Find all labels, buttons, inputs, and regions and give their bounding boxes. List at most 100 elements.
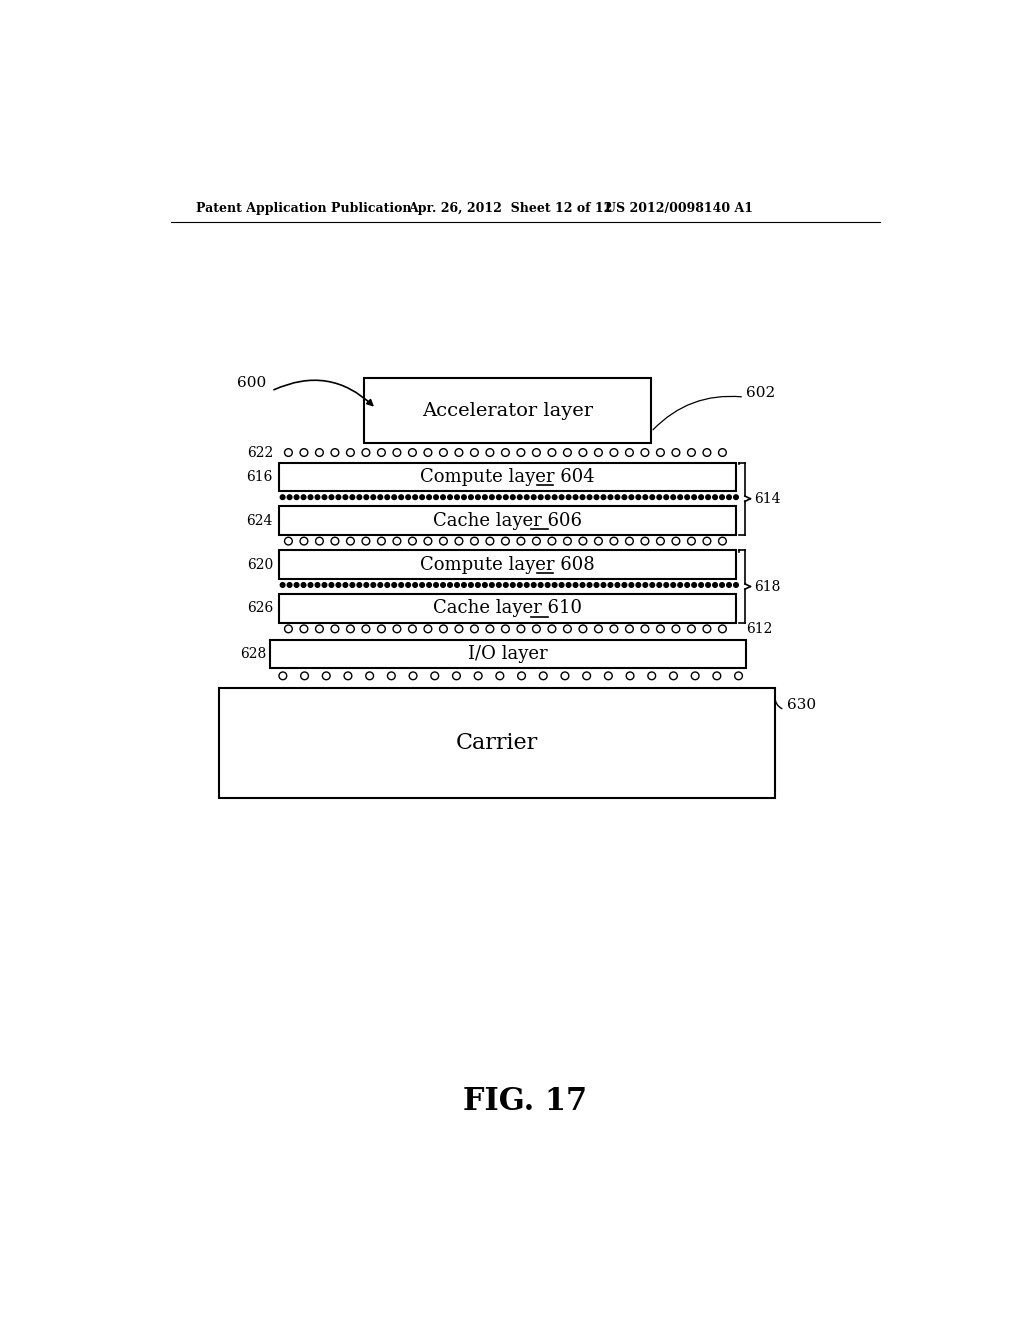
Circle shape [308, 495, 313, 499]
Bar [280, 462, 736, 491]
Circle shape [420, 582, 424, 587]
Circle shape [573, 495, 578, 499]
Circle shape [489, 582, 495, 587]
Circle shape [301, 582, 306, 587]
Circle shape [531, 495, 536, 499]
Circle shape [462, 582, 466, 587]
Circle shape [664, 582, 669, 587]
Circle shape [315, 495, 319, 499]
Circle shape [497, 582, 501, 587]
Circle shape [440, 582, 445, 587]
Text: 614: 614 [755, 492, 780, 506]
Circle shape [517, 495, 522, 499]
Text: Cache layer 610: Cache layer 610 [433, 599, 583, 618]
Circle shape [601, 495, 606, 499]
Text: 628: 628 [240, 647, 266, 661]
Text: 620: 620 [247, 557, 273, 572]
Circle shape [698, 582, 703, 587]
Text: 624: 624 [247, 513, 273, 528]
Circle shape [371, 582, 376, 587]
Circle shape [615, 582, 620, 587]
Circle shape [364, 582, 369, 587]
Circle shape [608, 582, 612, 587]
Circle shape [455, 582, 460, 587]
Circle shape [559, 495, 564, 499]
Circle shape [497, 495, 501, 499]
Circle shape [531, 582, 536, 587]
Circle shape [504, 582, 508, 587]
Circle shape [713, 582, 718, 587]
Circle shape [475, 495, 480, 499]
Circle shape [288, 495, 292, 499]
Circle shape [357, 582, 361, 587]
Circle shape [643, 495, 647, 499]
Circle shape [552, 582, 557, 587]
Circle shape [657, 582, 662, 587]
Text: US 2012/0098140 A1: US 2012/0098140 A1 [604, 202, 753, 215]
Circle shape [350, 582, 354, 587]
Circle shape [685, 495, 689, 499]
Text: Apr. 26, 2012  Sheet 12 of 12: Apr. 26, 2012 Sheet 12 of 12 [409, 202, 613, 215]
Circle shape [517, 582, 522, 587]
Circle shape [504, 495, 508, 499]
Text: 618: 618 [755, 579, 780, 594]
Circle shape [636, 582, 641, 587]
Circle shape [720, 582, 724, 587]
Circle shape [447, 582, 453, 587]
Circle shape [392, 582, 396, 587]
Circle shape [671, 495, 676, 499]
Circle shape [440, 495, 445, 499]
Circle shape [629, 582, 634, 587]
Circle shape [733, 582, 738, 587]
Text: I/O layer: I/O layer [468, 645, 548, 663]
Circle shape [706, 495, 711, 499]
Circle shape [566, 582, 571, 587]
Circle shape [427, 495, 431, 499]
Circle shape [510, 582, 515, 587]
Circle shape [288, 582, 292, 587]
Circle shape [329, 495, 334, 499]
Circle shape [350, 495, 354, 499]
Circle shape [385, 495, 389, 499]
Circle shape [727, 582, 731, 587]
Circle shape [706, 582, 711, 587]
Circle shape [323, 582, 327, 587]
Text: 622: 622 [247, 446, 273, 459]
Text: Accelerator layer: Accelerator layer [422, 401, 593, 420]
Circle shape [678, 582, 683, 587]
Circle shape [434, 582, 438, 587]
Circle shape [539, 582, 543, 587]
Circle shape [315, 582, 319, 587]
Circle shape [447, 495, 453, 499]
Circle shape [587, 582, 592, 587]
Circle shape [364, 495, 369, 499]
Circle shape [546, 582, 550, 587]
Circle shape [622, 495, 627, 499]
Circle shape [482, 495, 487, 499]
Circle shape [281, 495, 285, 499]
Circle shape [378, 582, 383, 587]
Circle shape [581, 582, 585, 587]
Circle shape [608, 495, 612, 499]
Text: 612: 612 [745, 622, 772, 636]
Circle shape [469, 582, 473, 587]
Circle shape [392, 495, 396, 499]
Circle shape [343, 495, 348, 499]
Circle shape [343, 582, 348, 587]
Text: 626: 626 [247, 602, 273, 615]
Circle shape [622, 582, 627, 587]
Bar [270, 640, 745, 668]
Circle shape [371, 495, 376, 499]
Circle shape [601, 582, 606, 587]
Circle shape [399, 495, 403, 499]
Text: Compute layer 608: Compute layer 608 [421, 556, 595, 574]
Circle shape [510, 495, 515, 499]
Circle shape [420, 495, 424, 499]
Circle shape [378, 495, 383, 499]
Circle shape [406, 582, 411, 587]
Circle shape [692, 582, 696, 587]
Text: 600: 600 [237, 376, 266, 391]
Circle shape [678, 495, 683, 499]
Circle shape [573, 582, 578, 587]
Circle shape [475, 582, 480, 587]
